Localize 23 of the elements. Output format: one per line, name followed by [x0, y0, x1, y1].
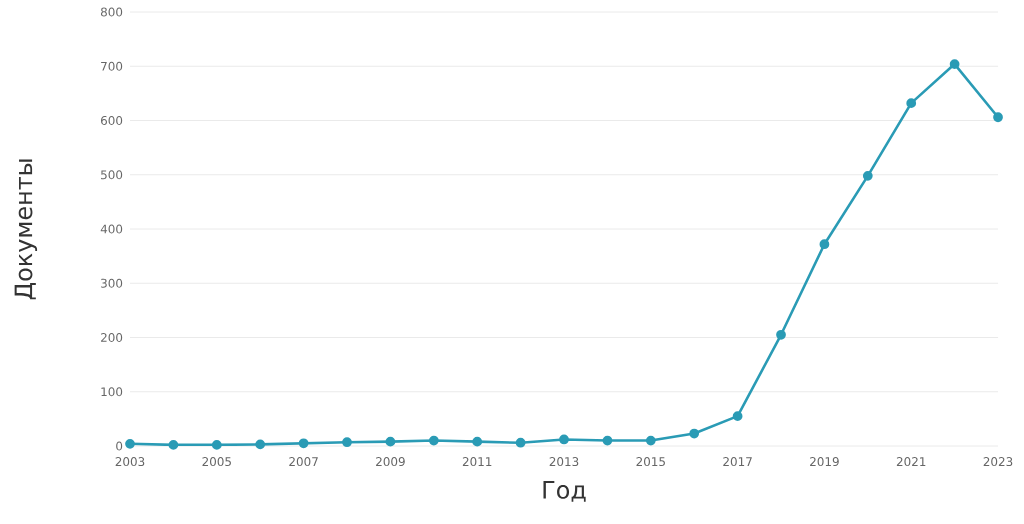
- point: [732, 411, 743, 422]
- point: [515, 437, 526, 448]
- point: [689, 428, 700, 439]
- point: [993, 112, 1003, 123]
- point: [862, 170, 873, 181]
- point: [255, 439, 266, 450]
- point: [559, 434, 569, 445]
- point: [906, 98, 917, 109]
- point: [211, 440, 222, 450]
- point: [949, 59, 960, 69]
- point: [298, 438, 309, 449]
- point: [168, 440, 179, 450]
- y-axis-title: Документы: [14, 159, 38, 300]
- point: [125, 438, 135, 449]
- point: [776, 329, 786, 340]
- point: [645, 435, 656, 446]
- point: [428, 435, 439, 446]
- point: [819, 239, 830, 250]
- point: [472, 436, 483, 447]
- x-axis-title: Год: [543, 481, 586, 502]
- point: [385, 436, 396, 447]
- point: [602, 435, 613, 446]
- point: [342, 437, 352, 448]
